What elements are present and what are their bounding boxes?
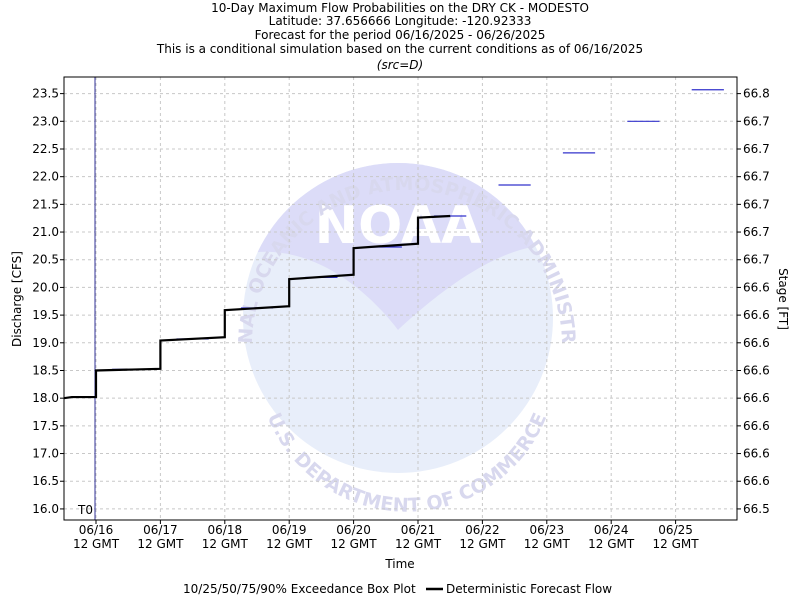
x-tick-label-date: 06/24 (594, 523, 629, 537)
x-tick-label-time: 12 GMT (331, 537, 378, 551)
y2-tick-label: 66.7 (743, 225, 770, 239)
data-series (63, 89, 724, 400)
x-tick-label-time: 12 GMT (73, 537, 120, 551)
x-tick-label-time: 12 GMT (395, 537, 442, 551)
y2-tick-label: 66.7 (743, 170, 770, 184)
y-axis-label: Discharge [CFS] (10, 251, 24, 347)
x-tick-label-date: 06/16 (79, 523, 114, 537)
y2-tick-label: 66.7 (743, 142, 770, 156)
y2-axis-label: Stage [FT] (776, 268, 790, 330)
deterministic-forecast-line (63, 214, 451, 400)
x-tick-label-date: 06/22 (465, 523, 500, 537)
y-tick-label: 20.5 (32, 253, 59, 267)
x-tick-label-date: 06/25 (658, 523, 693, 537)
y-tick-label: 19.0 (32, 336, 59, 350)
y-tick-label: 22.0 (32, 170, 59, 184)
x-tick-label-time: 12 GMT (202, 537, 249, 551)
grid-lines (64, 77, 737, 520)
y2-tick-label: 66.6 (743, 336, 770, 350)
y-tick-label: 16.5 (32, 474, 59, 488)
x-tick-label-time: 12 GMT (266, 537, 313, 551)
chart-title: 10-Day Maximum Flow Probabilities on the… (211, 1, 589, 15)
x-tick-label-time: 12 GMT (653, 537, 700, 551)
x-axis-label: Time (384, 557, 414, 571)
legend-deterministic-label: Deterministic Forecast Flow (446, 582, 612, 596)
y2-tick-label: 66.6 (743, 363, 770, 377)
y-tick-label: 20.0 (32, 280, 59, 294)
y-tick-label: 18.0 (32, 391, 59, 405)
x-tick-label-date: 06/18 (208, 523, 243, 537)
legend-exceedance-label: 10/25/50/75/90% Exceedance Box Plot (183, 582, 416, 596)
y-tick-label: 19.5 (32, 308, 59, 322)
y2-tick-label: 66.5 (743, 502, 770, 516)
plot-area-frame (63, 76, 738, 521)
x-tick-label-date: 06/21 (401, 523, 436, 537)
y-tick-label: 17.0 (32, 447, 59, 461)
x-tick-label-date: 06/17 (143, 523, 178, 537)
y-tick-label: 17.5 (32, 419, 59, 433)
t0-label: T0 (77, 503, 93, 517)
y2-tick-label: 66.6 (743, 391, 770, 405)
y2-tick-label: 66.6 (743, 447, 770, 461)
y2-tick-label: 66.8 (743, 87, 770, 101)
y-tick-label: 21.5 (32, 197, 59, 211)
chart-subtitle-period: Forecast for the period 06/16/2025 - 06/… (255, 28, 546, 42)
x-tick-label-time: 12 GMT (588, 537, 635, 551)
y-tick-label: 23.5 (32, 87, 59, 101)
source-note: (src=D) (377, 58, 423, 72)
chart-subtitle-conditions: This is a conditional simulation based o… (156, 42, 643, 56)
legend: 10/25/50/75/90% Exceedance Box Plot Dete… (183, 582, 612, 596)
y2-tick-label: 66.6 (743, 474, 770, 488)
y2-axis-ticks: 66.5 66.6 66.6 66.6 66.6 66.6 66.6 66.6 66.6 66.7… (737, 87, 770, 516)
chart-subtitle-location: Latitude: 37.656666 Longitude: -120.9233… (269, 14, 532, 28)
y2-tick-label: 66.7 (743, 197, 770, 211)
y2-tick-label: 66.7 (743, 253, 770, 267)
x-tick-label-time: 12 GMT (524, 537, 571, 551)
y2-tick-label: 66.6 (743, 419, 770, 433)
y2-tick-label: 66.6 (743, 308, 770, 322)
x-tick-label-date: 06/23 (530, 523, 565, 537)
y-tick-label: 21.0 (32, 225, 59, 239)
y2-tick-label: 66.6 (743, 280, 770, 294)
y-tick-label: 16.0 (32, 502, 59, 516)
x-tick-label-time: 12 GMT (459, 537, 506, 551)
y2-tick-label: 66.7 (743, 114, 770, 128)
y-tick-label: 22.5 (32, 142, 59, 156)
x-tick-label-time: 12 GMT (137, 537, 184, 551)
x-tick-label-date: 06/20 (336, 523, 371, 537)
y-tick-label: 18.5 (32, 363, 59, 377)
y-axis-ticks: 16.0 16.5 17.0 17.5 18.0 18.5 19.0 19.5 20.0 20.5… (32, 87, 64, 516)
x-tick-label-date: 06/19 (272, 523, 307, 537)
y-tick-label: 23.0 (32, 114, 59, 128)
